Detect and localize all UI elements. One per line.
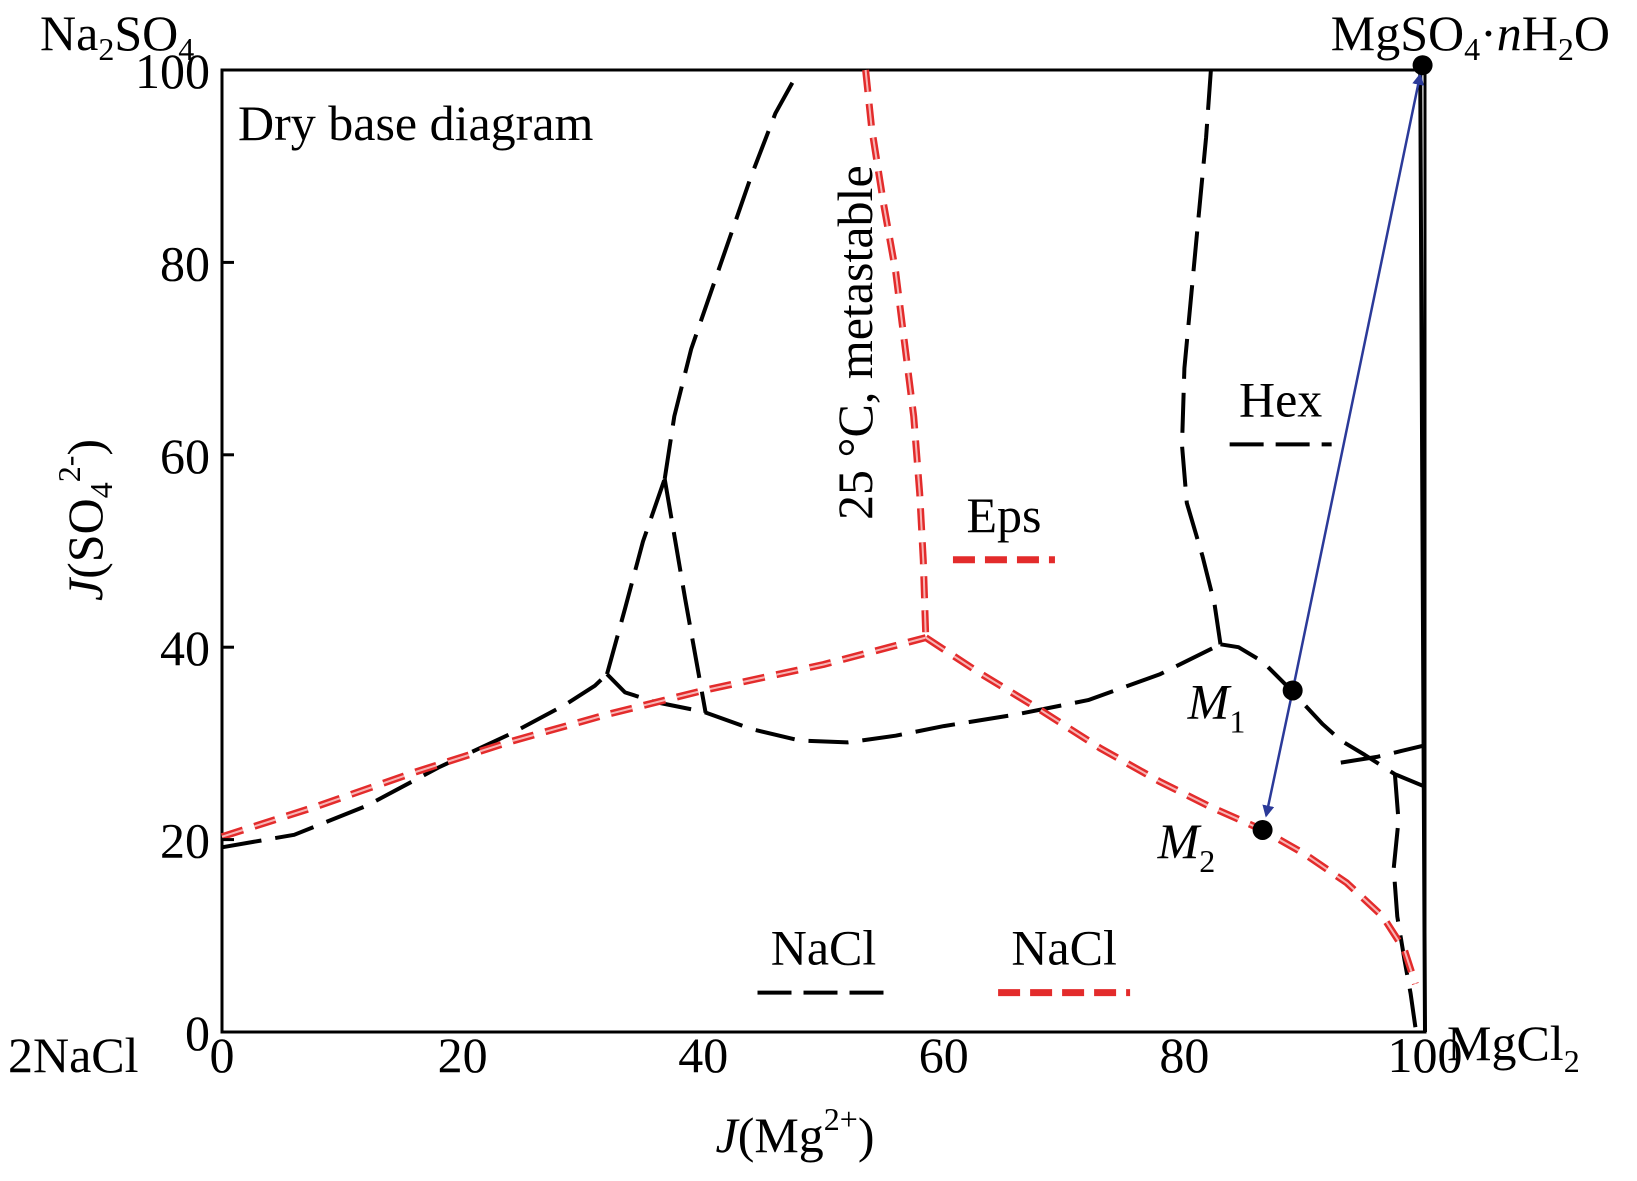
x-tick-3: 60 [919,1027,969,1083]
metastable-label: 25 °C, metastable [827,165,883,520]
x-tick-4: 80 [1159,1027,1209,1083]
y-tick-2: 40 [160,620,210,676]
red-curve-core-2 [925,636,1417,985]
field-labels: Eps Hex NaCl NaCl [757,371,1332,997]
corner-top-left: Na2SO4 [40,5,194,67]
point-label-1: M2 [1157,813,1216,879]
x-axis-ticks: 0 20 40 60 80 100 [210,1027,1463,1083]
black-curve-5 [1180,69,1223,645]
black-curve-1 [605,642,1222,745]
x-tick-1: 20 [438,1027,488,1083]
red-curve-2 [923,634,1419,985]
black-curve-8 [1391,774,1418,1028]
arrow-0 [1291,72,1425,691]
point-0 [1282,680,1303,701]
y-tick-0: 0 [185,1005,210,1061]
arrow-1 [1262,690,1294,818]
black-curve-3 [662,478,708,713]
arrow-layer [1262,72,1425,818]
y-tick-3: 60 [160,428,210,484]
y-axis-label: J(SO42-) [51,439,119,601]
black-curve-0 [221,672,609,850]
plot-frame [220,68,1427,1034]
black-curve-2 [605,478,667,675]
annotation-title: Dry base diagram [238,95,594,151]
red-curve-core-1 [864,69,927,638]
point-2 [1412,55,1433,76]
red-curve-0 [220,634,927,841]
x-axis-label: J(Mg2+) [715,1101,874,1163]
point-layer: M1 M2 [1157,55,1433,879]
black-curve-7 [1340,743,1426,765]
corner-bottom-left: 2NaCl [8,1027,139,1083]
corner-bottom-right: MgCl2 [1447,1015,1580,1079]
corner-top-right: MgSO4·nH2O [1331,5,1610,67]
field-label-3: NaCl [1011,920,1117,976]
point-label-0: M1 [1187,673,1246,739]
x-tick-5: 100 [1388,1027,1463,1083]
black-curve-4 [662,69,802,480]
x-tick-2: 40 [678,1027,728,1083]
field-label-2: NaCl [771,920,877,976]
y-tick-4: 80 [160,235,210,291]
black-curve-9 [1418,67,1427,1033]
y-axis-ticks: 0 20 40 60 80 100 [135,43,234,1061]
x-tick-0: 0 [210,1027,235,1083]
field-label-0: Eps [966,487,1041,543]
point-1 [1252,819,1273,840]
y-tick-1: 20 [160,813,210,869]
black-curve-6 [1220,642,1426,789]
field-label-1: Hex [1239,371,1322,427]
red-curve-core-0 [221,636,927,838]
series-layer [220,67,1427,1033]
y-tick-5: 100 [135,43,210,99]
